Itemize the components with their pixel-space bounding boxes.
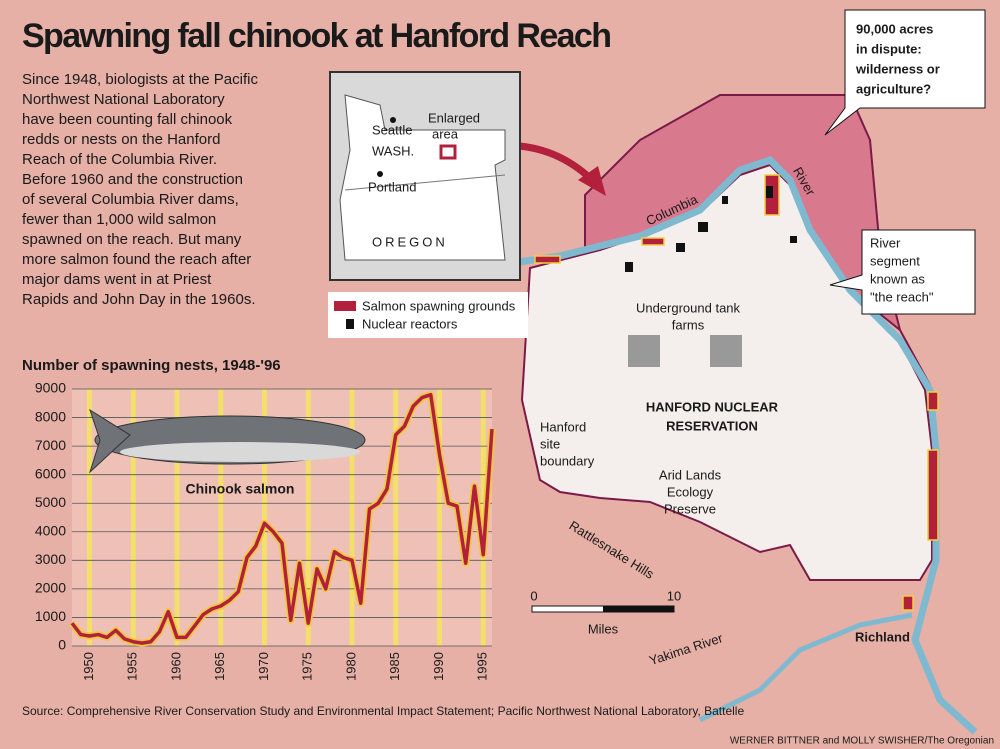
intro-line: major dams went in at Priest bbox=[22, 271, 212, 288]
y-tick-label: 7000 bbox=[35, 437, 66, 453]
chart-title: Number of spawning nests, 1948-'96 bbox=[22, 357, 281, 374]
label: 90,000 acres bbox=[856, 21, 933, 36]
label: agriculture? bbox=[856, 81, 931, 96]
legend-swatch bbox=[346, 319, 354, 329]
intro-line: Rapids and John Day in the 1960s. bbox=[22, 291, 256, 308]
label: Arid Lands bbox=[659, 467, 722, 482]
scale-bar bbox=[603, 606, 674, 612]
fish bbox=[88, 408, 366, 474]
enlarged-box bbox=[439, 144, 457, 160]
label: Preserve bbox=[664, 501, 716, 516]
intro-line: of several Columbia River dams, bbox=[22, 191, 239, 208]
y-tick-label: 6000 bbox=[35, 465, 66, 481]
x-tick-label: 1990 bbox=[431, 652, 446, 681]
intro-line: fewer than 1,000 wild salmon bbox=[22, 211, 216, 228]
credit: WERNER BITTNER and MOLLY SWISHER/The Ore… bbox=[730, 736, 994, 747]
inset-states bbox=[339, 94, 506, 261]
x-tick-label: 1980 bbox=[343, 652, 358, 681]
label: Enlarged bbox=[428, 110, 480, 125]
y-tick-label: 1000 bbox=[35, 608, 66, 624]
y-tick-label: 0 bbox=[58, 637, 66, 653]
label: area bbox=[432, 126, 459, 141]
intro: Since 1948, biologists at the Pacific Nor… bbox=[22, 71, 258, 308]
label: Hanford bbox=[540, 419, 586, 434]
city-dot bbox=[390, 117, 396, 123]
label: wilderness or bbox=[855, 61, 940, 76]
label: 0 bbox=[530, 588, 537, 603]
label: boundary bbox=[540, 453, 595, 468]
y-tick-label: 2000 bbox=[35, 580, 66, 596]
y-tick-label: 5000 bbox=[35, 494, 66, 510]
intro-line: Northwest National Laboratory bbox=[22, 91, 225, 108]
label: Underground tank bbox=[636, 300, 741, 315]
callout bbox=[829, 229, 976, 315]
x-tick-label: 1950 bbox=[81, 652, 96, 681]
intro-line: spawned on the reach. But many bbox=[22, 231, 242, 248]
source: Source: Comprehensive River Conservation… bbox=[22, 704, 744, 718]
intro-line: Reach of the Columbia River. bbox=[22, 151, 217, 168]
label: known as bbox=[870, 271, 925, 286]
x-tick-label: 1960 bbox=[168, 652, 183, 681]
label: Rattlesnake Hills bbox=[567, 518, 657, 582]
label: in dispute: bbox=[856, 41, 922, 56]
x-tick-label: 1995 bbox=[475, 652, 490, 681]
reactors bbox=[625, 186, 797, 272]
label: farms bbox=[672, 317, 705, 332]
label: Seattle bbox=[372, 122, 412, 137]
x-tick-label: 1970 bbox=[256, 652, 271, 681]
tank-farm bbox=[628, 335, 660, 367]
map bbox=[328, 9, 986, 735]
x-tick-label: 1975 bbox=[300, 652, 315, 681]
columbia-river bbox=[504, 155, 978, 735]
label: WASH. bbox=[372, 143, 414, 158]
tank-farm bbox=[710, 335, 742, 367]
x-tick-label: 1955 bbox=[125, 652, 140, 681]
y-tick-label: 8000 bbox=[35, 408, 66, 424]
y-tick-label: 9000 bbox=[35, 380, 66, 396]
y-tick-label: 3000 bbox=[35, 551, 66, 567]
yakima-river bbox=[698, 612, 913, 723]
intro-line: more salmon found the reach after bbox=[22, 251, 251, 268]
arrow-head bbox=[578, 166, 606, 196]
label: Richland bbox=[855, 629, 910, 644]
title: Spawning fall chinook at Hanford Reach bbox=[22, 17, 612, 55]
label: Ecology bbox=[667, 484, 714, 499]
label: HANFORD NUCLEAR bbox=[646, 399, 779, 414]
legend-label: Nuclear reactors bbox=[362, 316, 458, 331]
label: site bbox=[540, 436, 560, 451]
intro-line: Since 1948, biologists at the Pacific bbox=[22, 71, 258, 88]
intro-line: have been counting fall chinook bbox=[22, 111, 233, 128]
x-tick-label: 1965 bbox=[212, 652, 227, 681]
y-tick-label: 4000 bbox=[35, 522, 66, 538]
label: 10 bbox=[667, 588, 681, 603]
legend-swatch bbox=[334, 301, 356, 311]
intro-line: redds or nests on the Hanford bbox=[22, 131, 220, 148]
x-tick-label: 1985 bbox=[387, 652, 402, 681]
label: River bbox=[870, 235, 901, 250]
state-line bbox=[344, 174, 506, 191]
city-dot bbox=[377, 171, 383, 177]
label: RESERVATION bbox=[666, 418, 758, 433]
label: segment bbox=[870, 253, 920, 268]
legend-label: Salmon spawning grounds bbox=[362, 298, 516, 313]
label: Portland bbox=[368, 179, 416, 194]
intro-line: Before 1960 and the construction bbox=[22, 171, 243, 188]
label: OREGON bbox=[372, 234, 448, 249]
label: Miles bbox=[588, 621, 619, 636]
callout bbox=[824, 9, 986, 136]
line bbox=[70, 392, 494, 645]
label: "the reach" bbox=[870, 289, 934, 304]
legend-box bbox=[328, 292, 528, 338]
annotation: Chinook salmon bbox=[186, 481, 295, 497]
label: Yakima River bbox=[647, 630, 725, 668]
